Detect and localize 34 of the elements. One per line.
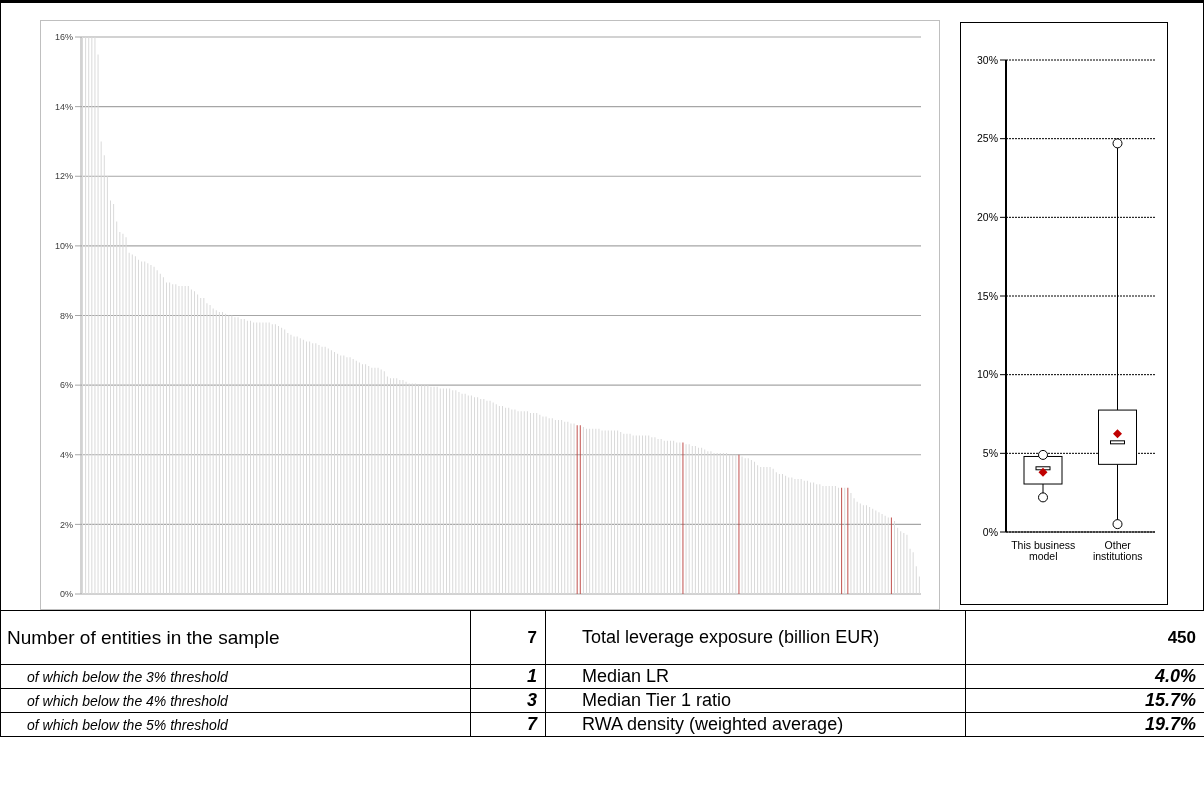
y-tick-label: 0% [982, 525, 998, 538]
text: 7 [470, 610, 546, 665]
y-tick-label: 10% [976, 368, 998, 381]
text: 19.7% [965, 712, 1204, 737]
text: 450 [965, 610, 1204, 665]
text: 7 [470, 712, 546, 737]
text: 3 [470, 688, 546, 713]
text: RWA density (weighted average) [545, 712, 966, 737]
y-tick-label: 2% [59, 519, 73, 530]
y-tick-label: 4% [59, 449, 73, 460]
text: 4.0% [965, 664, 1204, 689]
x-tick-label: Other institutions [1092, 539, 1143, 562]
text: 15.7% [965, 688, 1204, 713]
text: Number of entities in the sample [0, 610, 471, 665]
text: 1 [470, 664, 546, 689]
y-tick-label: 16% [54, 32, 73, 43]
text: Median LR [545, 664, 966, 689]
y-tick-label: 8% [59, 310, 73, 321]
y-tick-label: 0% [59, 589, 73, 600]
text: Median Tier 1 ratio [545, 688, 966, 713]
y-tick-label: 10% [54, 241, 73, 252]
y-tick-label: 30% [976, 53, 998, 66]
y-tick-label: 15% [976, 289, 998, 302]
y-tick-label: 25% [976, 132, 998, 145]
text: of which below the 4% threshold [0, 688, 471, 713]
text: Total leverage exposure (billion EUR) [545, 610, 966, 665]
x-tick-label: This business model [1011, 539, 1076, 562]
text: of which below the 5% threshold [0, 712, 471, 737]
y-tick-label: 14% [54, 101, 73, 112]
y-tick-label: 6% [59, 380, 73, 391]
text: of which below the 3% threshold [0, 664, 471, 689]
y-tick-label: 5% [982, 447, 998, 460]
y-tick-label: 20% [976, 211, 998, 224]
y-tick-label: 12% [54, 171, 73, 182]
